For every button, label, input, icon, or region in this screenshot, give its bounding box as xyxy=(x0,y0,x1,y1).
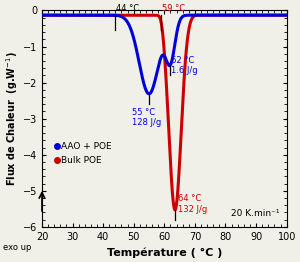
Text: 62 °C
1.6 J/g: 62 °C 1.6 J/g xyxy=(171,56,198,75)
Text: exo up: exo up xyxy=(3,243,32,252)
Text: 20 K.min⁻¹: 20 K.min⁻¹ xyxy=(231,209,279,218)
Text: 55 °C
128 J/g: 55 °C 128 J/g xyxy=(132,108,161,127)
Text: 59 °C: 59 °C xyxy=(162,4,185,13)
Text: 64 °C
132 J/g: 64 °C 132 J/g xyxy=(178,194,207,214)
X-axis label: Température ( °C ): Température ( °C ) xyxy=(106,247,222,258)
Text: 44 °C: 44 °C xyxy=(116,4,140,13)
Y-axis label: Flux de Chaleur  (g.W$^{-1}$): Flux de Chaleur (g.W$^{-1}$) xyxy=(4,51,20,186)
Legend: AAO + POE, Bulk POE: AAO + POE, Bulk POE xyxy=(51,139,116,168)
